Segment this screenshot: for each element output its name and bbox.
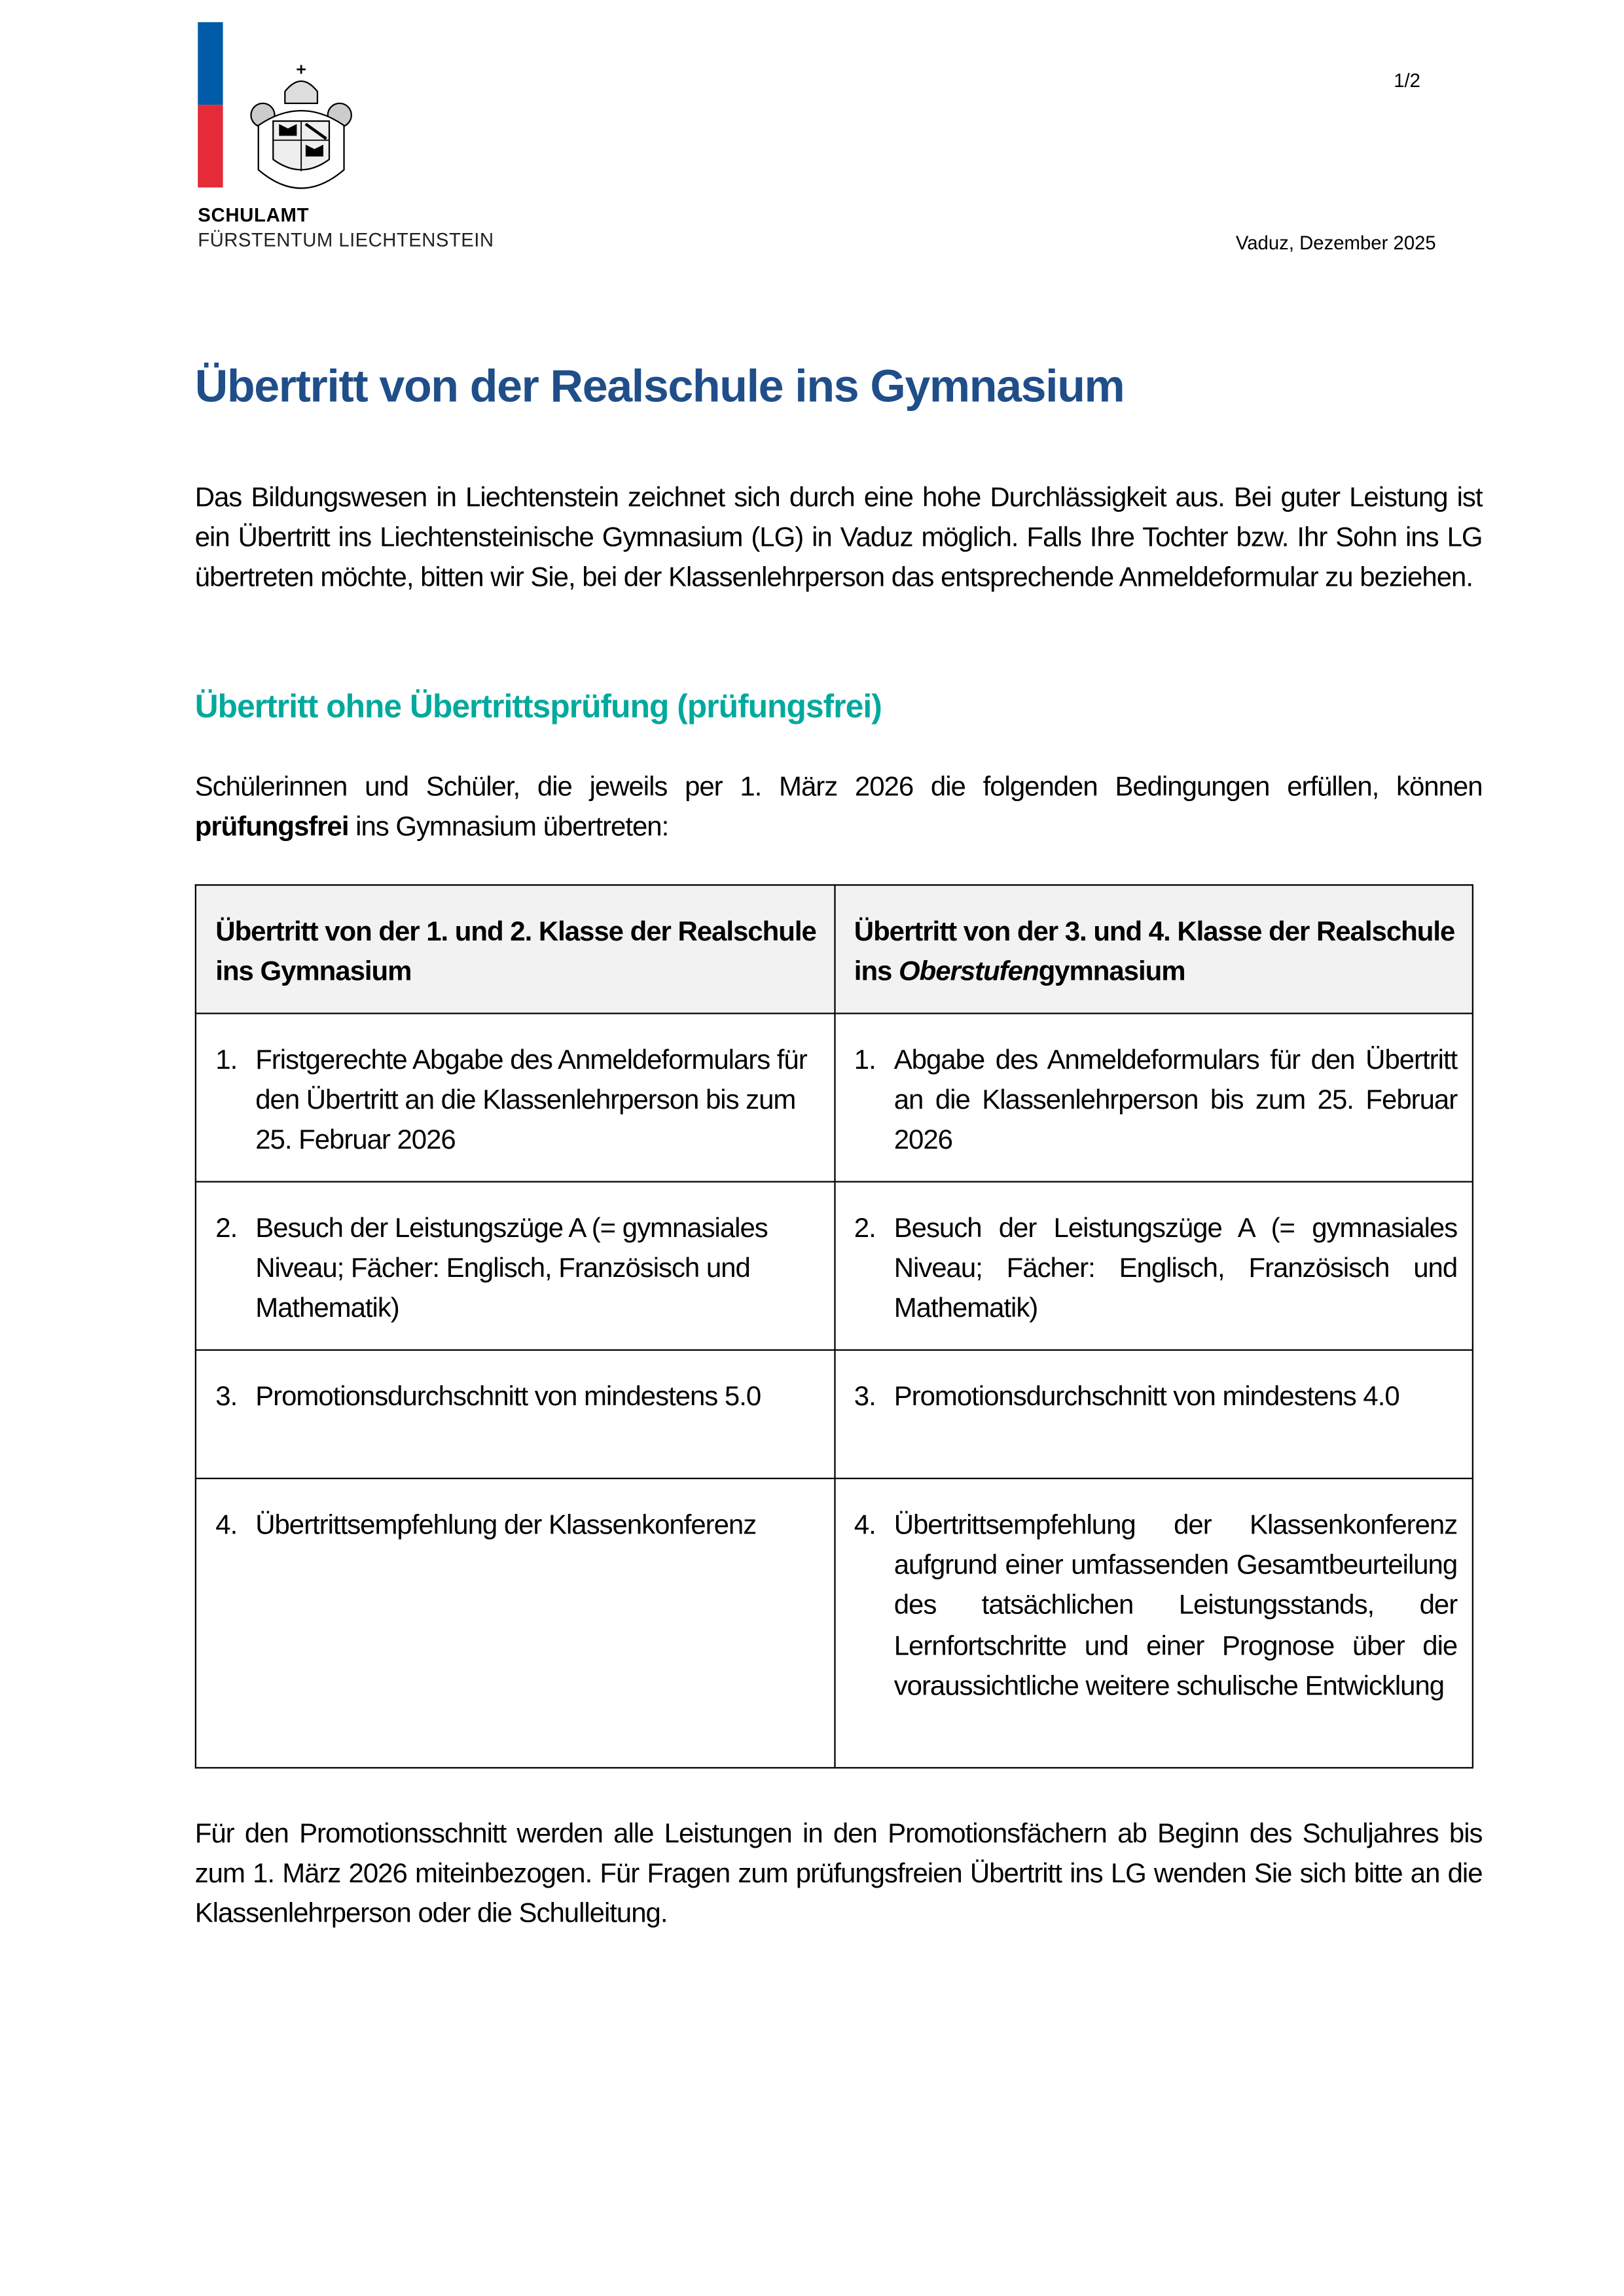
item-number: 3.: [215, 1380, 238, 1412]
col2-header-italic: Oberstufen: [899, 955, 1039, 987]
col2-header-text: Übertritt von der 3. und 4. Klasse der R…: [854, 915, 1456, 987]
table-cell-right: 1. Abgabe des Anmeldeformulars für den Üb…: [833, 1013, 1473, 1183]
table-header-row: Übertritt von der 1. und 2. Klasse der R…: [194, 884, 1473, 1014]
intro-paragraph: Das Bildungswesen in Liechtenstein zeich…: [194, 481, 1483, 593]
item-text: Besuch der Leistungszüge A (= gymnasiale…: [893, 1211, 1458, 1323]
table-cell-left: 1. Fristgerechte Abgabe des Anmeldeformul…: [194, 1013, 835, 1183]
org-name: SCHULAMT: [198, 204, 310, 226]
table-cell-right: 3. Promotionsdurchschnitt von mindestens …: [833, 1349, 1473, 1480]
item-number: 4.: [215, 1509, 238, 1540]
document-date: Vaduz, Dezember 2025: [1235, 232, 1436, 254]
item-number: 3.: [854, 1380, 876, 1412]
item-text: Abgabe des Anmeldeformulars für den Über…: [893, 1043, 1458, 1155]
item-text: Promotionsdurchschnitt von mindestens 4.…: [893, 1380, 1400, 1412]
page-number: 1/2: [1394, 69, 1420, 92]
table-row: 1. Fristgerechte Abgabe des Anmeldeformul…: [194, 1013, 1473, 1183]
table-cell-left: 3. Promotionsdurchschnitt von mindestens …: [194, 1349, 835, 1480]
flag-stripe-blue: [198, 22, 223, 105]
item-text: Besuch der Leistungszüge A (= gymnasiale…: [255, 1211, 768, 1323]
table-cell-left: 2. Besuch der Leistungszüge A (= gymnasia…: [194, 1181, 835, 1351]
col2-header-end: gymnasium: [1038, 955, 1186, 987]
item-number: 2.: [854, 1211, 876, 1244]
page-title: Übertritt von der Realschule ins Gymnasi…: [194, 360, 1125, 412]
conditions-intro: Schülerinnen und Schüler, die jeweils pe…: [195, 766, 1483, 847]
section-heading: Übertritt ohne Übertrittsprüfung (prüfun…: [194, 688, 882, 725]
item-text: Promotionsdurchschnitt von mindestens 5.…: [255, 1380, 761, 1412]
org-country: FÜRSTENTUM LIECHTENSTEIN: [198, 228, 494, 251]
col1-header: Übertritt von der 1. und 2. Klasse der R…: [194, 884, 835, 1014]
conditions-intro-end: ins Gymnasium übertreten:: [348, 810, 669, 842]
conditions-intro-bold: prüfungsfrei: [194, 810, 350, 842]
conditions-intro-text: Schülerinnen und Schüler, die jeweils pe…: [194, 770, 1483, 802]
item-number: 4.: [854, 1509, 876, 1540]
coat-of-arms-logo: [250, 65, 352, 189]
table-cell-right: 2. Besuch der Leistungszüge A (= gymnasia…: [833, 1181, 1473, 1351]
table-row: 3. Promotionsdurchschnitt von mindestens …: [194, 1349, 1473, 1480]
item-number: 1.: [854, 1043, 876, 1075]
conditions-table: Übertritt von der 1. und 2. Klasse der R…: [194, 884, 1473, 1769]
item-text: Fristgerechte Abgabe des Anmeldeformular…: [255, 1043, 808, 1155]
flag-stripe-red: [198, 105, 223, 188]
col2-header: Übertritt von der 3. und 4. Klasse der R…: [833, 884, 1473, 1014]
item-text: Übertrittsempfehlung der Klassenkonferen…: [893, 1509, 1458, 1700]
table-row: 4. Übertrittsempfehlung der Klassenkonfer…: [194, 1477, 1473, 1769]
item-text: Übertrittsempfehlung der Klassenkonferen…: [255, 1509, 757, 1540]
table-cell-left: 4. Übertrittsempfehlung der Klassenkonfer…: [194, 1477, 835, 1769]
item-number: 2.: [215, 1211, 238, 1244]
table-cell-right: 4. Übertrittsempfehlung der Klassenkonfer…: [833, 1477, 1473, 1769]
table-row: 2. Besuch der Leistungszüge A (= gymnasia…: [194, 1181, 1473, 1351]
item-number: 1.: [215, 1043, 238, 1075]
closing-paragraph: Für den Promotionsschnitt werden alle Le…: [194, 1817, 1483, 1929]
